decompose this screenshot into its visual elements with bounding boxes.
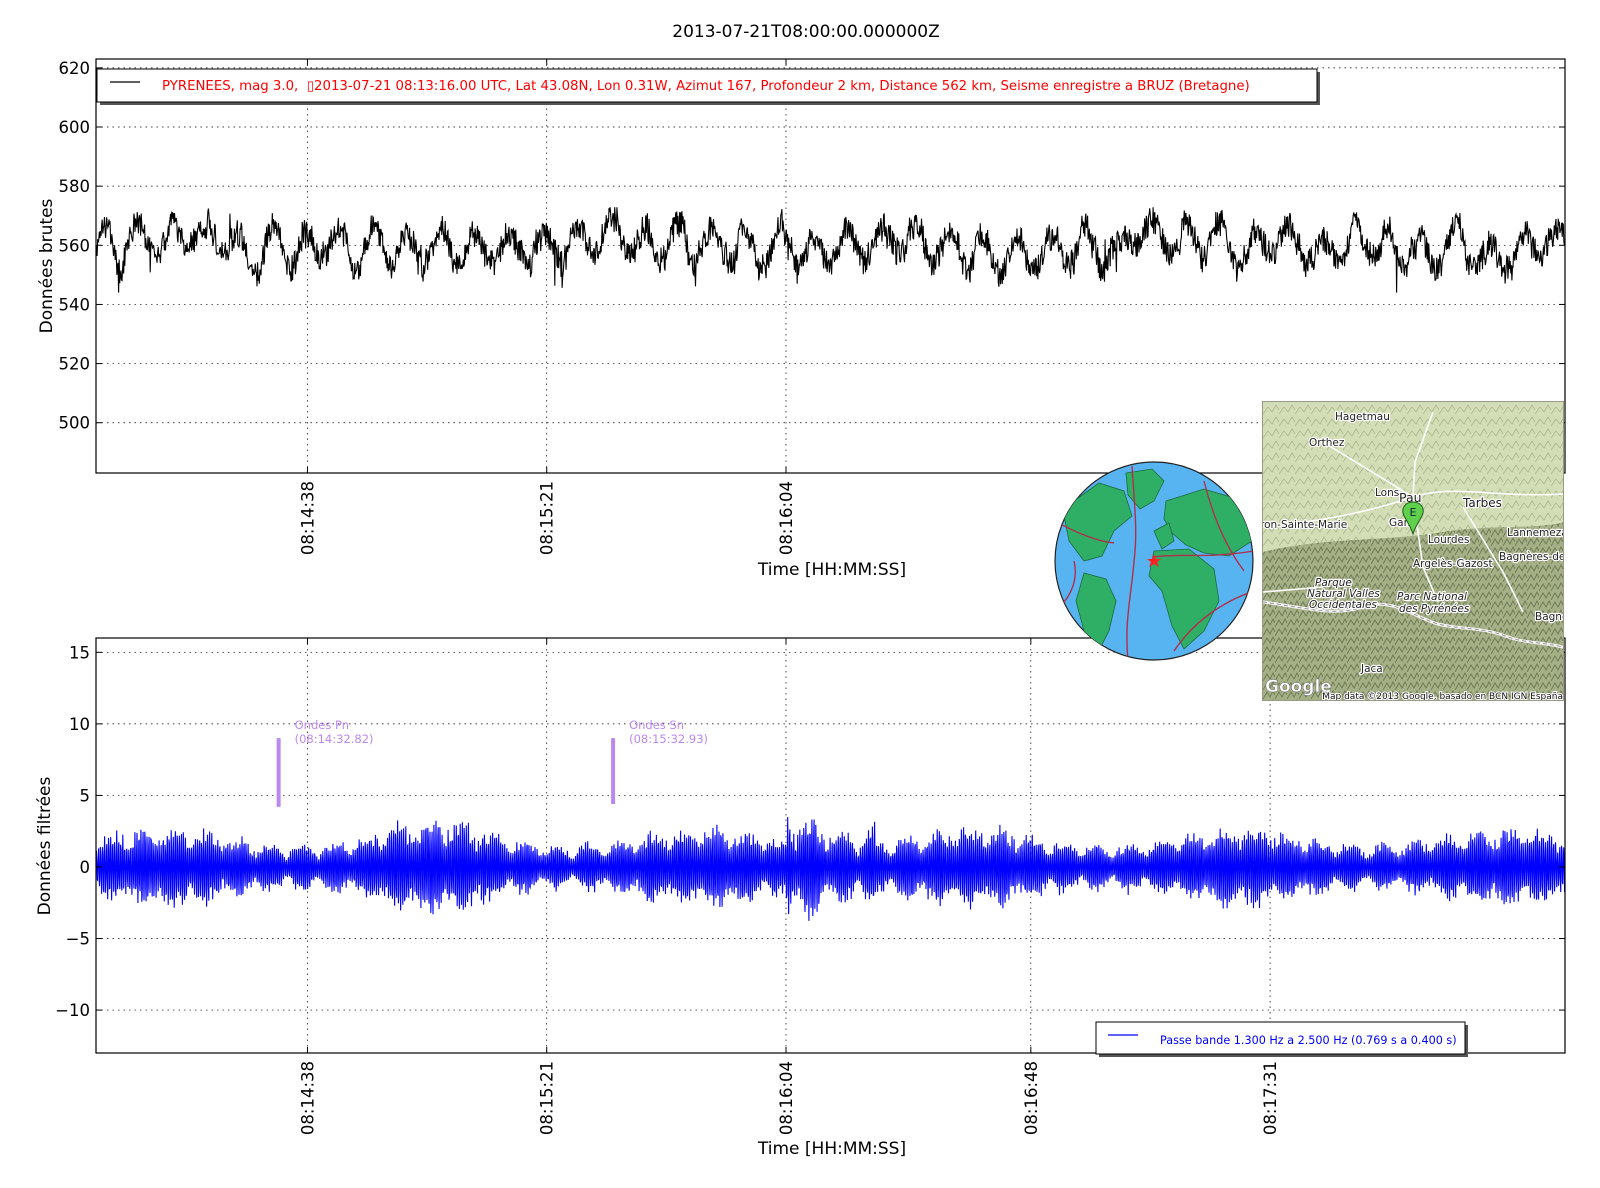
top-y-axis-label: Données brutes bbox=[37, 198, 57, 333]
place-pau: Pau bbox=[1399, 490, 1422, 505]
top-y-axis: 500 520 540 560 580 600 620 bbox=[59, 59, 1565, 433]
place-occidentales: Occidentales bbox=[1309, 599, 1377, 611]
map-attribution: Map data ©2013 Google, basado en BCN IGN… bbox=[1322, 692, 1563, 701]
place-parque: Parque bbox=[1315, 577, 1352, 589]
map-marker-icon: E bbox=[1402, 501, 1424, 536]
x-tick-label: 08:16:48 bbox=[1022, 1061, 1041, 1135]
x-tick-label: 08:16:04 bbox=[777, 481, 796, 555]
place-bagnere: Bagnère bbox=[1535, 611, 1564, 623]
filtered-trace-polyline bbox=[95, 816, 1566, 921]
place-oloron: ron-Sainte-Marie bbox=[1263, 519, 1347, 531]
y-tick-label: 10 bbox=[69, 715, 90, 734]
globe-inset bbox=[1054, 461, 1254, 661]
y-tick-label: 600 bbox=[59, 118, 91, 137]
top-x-axis: 08:14:38 08:15:21 08:16:04 bbox=[298, 59, 796, 555]
map-marker-label: E bbox=[1410, 506, 1417, 519]
y-tick-label: −5 bbox=[66, 930, 90, 949]
google-logo: Google bbox=[1265, 677, 1332, 697]
x-tick-label: 08:14:38 bbox=[298, 481, 317, 555]
place-lons: Lons bbox=[1375, 487, 1399, 499]
bottom-legend: Passe bande 1.300 Hz a 2.500 Hz (0.769 s… bbox=[1095, 1021, 1468, 1057]
phase-label: Ondes Pn bbox=[295, 718, 349, 732]
y-tick-label: 0 bbox=[80, 858, 91, 877]
bottom-legend-text: Passe bande 1.300 Hz a 2.500 Hz (0.769 s… bbox=[1160, 1034, 1457, 1047]
y-tick-label: 560 bbox=[59, 236, 91, 255]
x-tick-label: 08:16:04 bbox=[777, 1061, 796, 1135]
phase-time-label: (08:14:32.82) bbox=[295, 732, 374, 746]
phase-time-label: (08:15:32.93) bbox=[629, 732, 708, 746]
terrain-map: Hagetmau Orthez Lons Pau Tarbes ron-Sain… bbox=[1263, 402, 1564, 701]
place-tarbes: Tarbes bbox=[1462, 496, 1502, 510]
bottom-y-axis-label: Données filtrées bbox=[35, 777, 55, 916]
place-natural-valles: Natural Valles bbox=[1307, 588, 1380, 600]
y-tick-label: 520 bbox=[59, 355, 91, 374]
y-tick-label: 15 bbox=[69, 643, 90, 662]
filtered-trace-line bbox=[95, 816, 1566, 921]
x-tick-label: 08:15:21 bbox=[538, 481, 557, 555]
map-inset: Hagetmau Orthez Lons Pau Tarbes ron-Sain… bbox=[1262, 401, 1564, 701]
place-bagneres-de: Bagnères-de bbox=[1499, 551, 1564, 563]
place-orthez: Orthez bbox=[1309, 437, 1345, 449]
bottom-plot-frame bbox=[95, 637, 1566, 1054]
bottom-x-axis: 08:14:38 08:15:21 08:16:04 08:16:48 08:17:31 bbox=[298, 638, 1280, 1135]
filtered-data-panel: Ondes Pn(08:14:32.82) Ondes Sn(08:15:32.9… bbox=[35, 637, 1566, 1159]
epicenter-marker bbox=[1147, 554, 1161, 567]
place-lourdes: Lourdes bbox=[1428, 534, 1469, 546]
bottom-x-axis-label: Time [HH:MM:SS] bbox=[757, 1139, 906, 1159]
figure-title: 2013-07-21T08:00:00.000000Z bbox=[672, 22, 939, 42]
x-tick-label: 08:17:31 bbox=[1261, 1061, 1280, 1135]
x-tick-label: 08:15:21 bbox=[538, 1061, 557, 1135]
top-x-axis-label: Time [HH:MM:SS] bbox=[757, 560, 906, 580]
y-tick-label: 620 bbox=[59, 59, 91, 78]
place-lannemezan: Lannemezan bbox=[1507, 527, 1564, 539]
x-tick-label: 08:14:38 bbox=[298, 1061, 317, 1135]
place-des-pyrenees: des Pyrénées bbox=[1399, 603, 1470, 615]
top-plot-frame bbox=[95, 58, 1566, 474]
map-place-labels: Hagetmau Orthez Lons Pau Tarbes ron-Sain… bbox=[1263, 410, 1564, 676]
y-tick-label: 540 bbox=[59, 295, 91, 314]
y-tick-label: −10 bbox=[55, 1001, 90, 1020]
raw-trace-line bbox=[95, 207, 1566, 293]
globe-continents bbox=[1063, 468, 1253, 657]
top-legend: PYRENEES, mag 3.0, ▯2013-07-21 08:13:16.… bbox=[96, 68, 1320, 105]
bottom-y-axis: −10 −5 0 5 10 15 bbox=[55, 643, 1565, 1020]
place-hagetmau: Hagetmau bbox=[1335, 411, 1390, 423]
raw-trace-polyline bbox=[95, 207, 1566, 293]
phase-label: Ondes Sn bbox=[629, 718, 684, 732]
y-tick-label: 500 bbox=[59, 414, 91, 433]
place-argeles: Argelès-Gazost bbox=[1413, 558, 1493, 570]
place-jaca: Jaca bbox=[1360, 663, 1383, 675]
place-parc-national: Parc National bbox=[1397, 591, 1467, 603]
top-legend-text: PYRENEES, mag 3.0, ▯2013-07-21 08:13:16.… bbox=[162, 79, 1250, 94]
y-tick-label: 5 bbox=[80, 786, 91, 805]
phase-annotations: Ondes Pn(08:14:32.82) Ondes Sn(08:15:32.9… bbox=[276, 718, 708, 807]
y-tick-label: 580 bbox=[59, 177, 91, 196]
map-roads bbox=[1263, 411, 1563, 613]
